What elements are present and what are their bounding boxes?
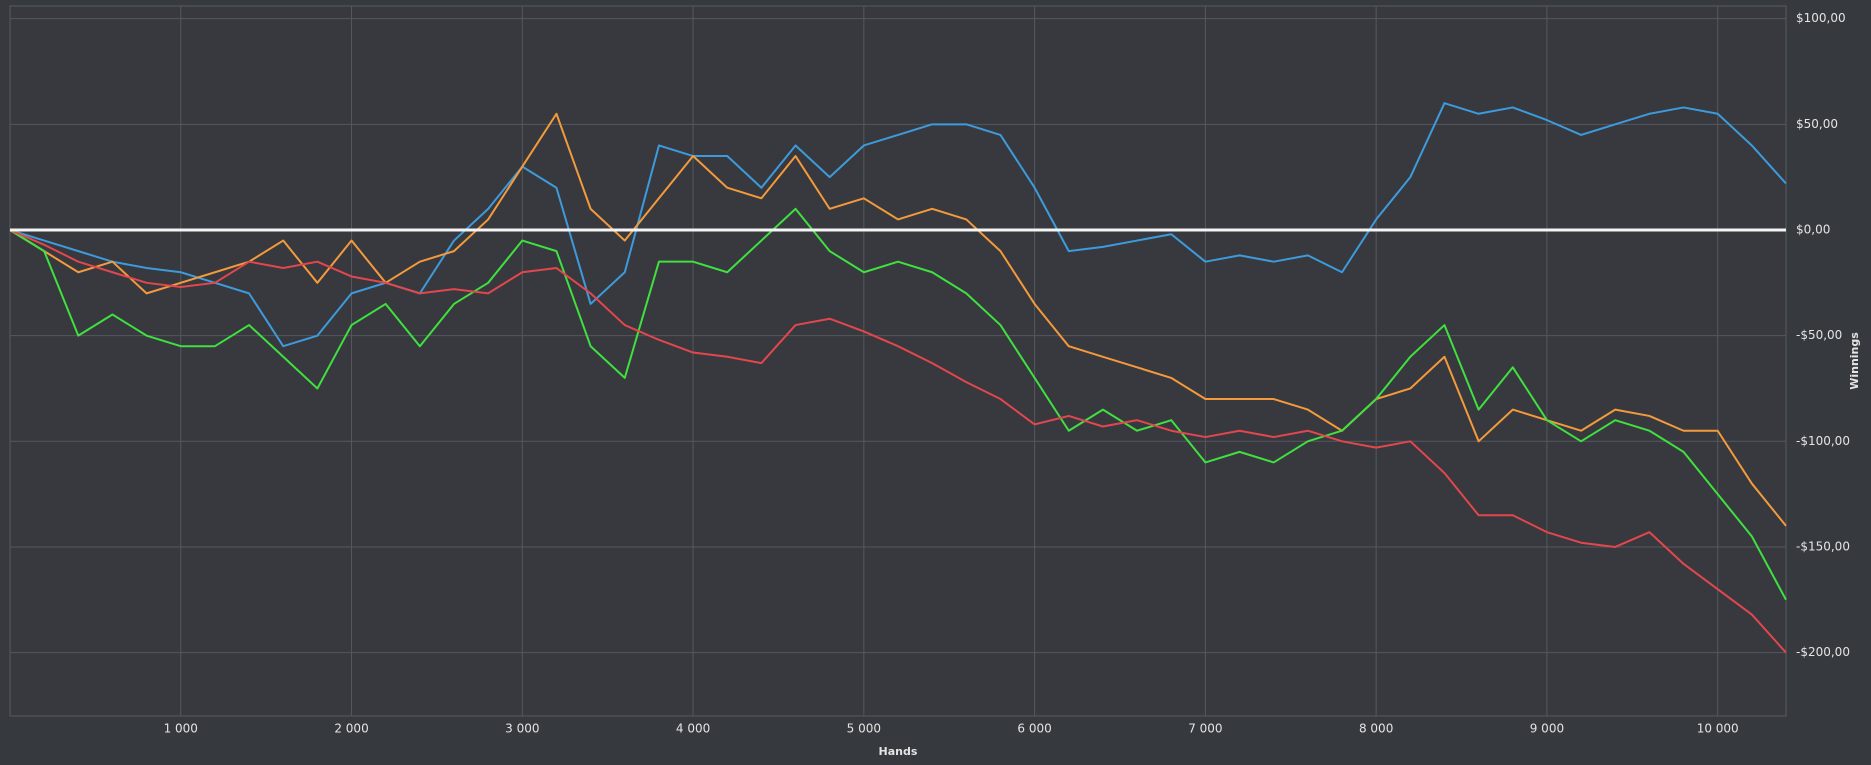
x-tick-label: 10 000 [1697,722,1739,736]
x-tick-label: 9 000 [1530,722,1564,736]
y-tick-label: -$150,00 [1796,539,1850,553]
x-tick-label: 7 000 [1188,722,1222,736]
y-tick-label: -$200,00 [1796,645,1850,659]
y-axis-label: Winnings [1848,332,1861,390]
series-line [9,112,1787,527]
x-tick-label: 5 000 [847,722,881,736]
x-axis-label: Hands [879,745,918,758]
series-line [9,207,1787,601]
x-tick-label: 1 000 [164,722,198,736]
y-tick-label: $50,00 [1796,117,1838,131]
x-tick-label: 8 000 [1359,722,1393,736]
x-tick-label: 4 000 [676,722,710,736]
series-line [9,102,1787,348]
y-tick-label: $100,00 [1796,11,1846,25]
y-tick-label: -$50,00 [1796,328,1842,342]
y-tick-label: $0,00 [1796,222,1830,236]
series-line [9,229,1787,654]
x-tick-label: 6 000 [1017,722,1051,736]
x-tick-label: 3 000 [505,722,539,736]
x-tick-label: 2 000 [334,722,368,736]
plot-area [9,5,1787,717]
y-tick-label: -$100,00 [1796,434,1850,448]
